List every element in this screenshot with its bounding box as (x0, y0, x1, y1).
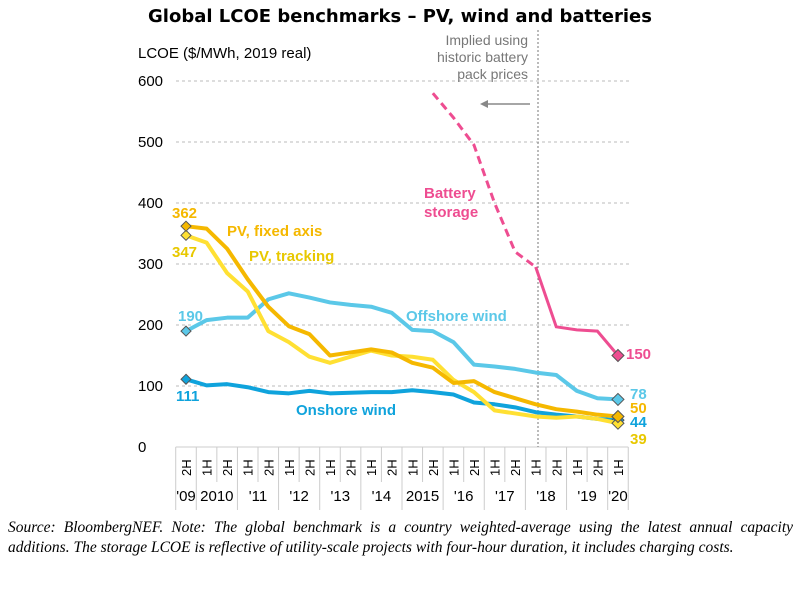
x-tick-label: 1H (446, 459, 461, 476)
series-label: PV, tracking (249, 248, 334, 265)
y-tick-label: 300 (138, 256, 163, 273)
start-value-label: 362 (172, 205, 197, 222)
x-year-label: '20 (608, 488, 628, 505)
x-year-label: '11 (249, 488, 267, 505)
x-year-label: '19 (577, 488, 597, 505)
x-tick-label: 1H (241, 459, 256, 476)
end-value-label: 150 (626, 346, 651, 363)
series-label: PV, fixed axis (227, 223, 322, 240)
x-year-label: '18 (536, 488, 556, 505)
series-label: Offshore wind (406, 308, 507, 325)
x-year-label: 2015 (406, 488, 439, 505)
start-value-label: 111 (176, 388, 199, 405)
battery-dashed-line (431, 92, 537, 269)
series-line (185, 377, 619, 423)
x-year-label: '09 (176, 488, 196, 505)
series-line (185, 224, 619, 419)
x-year-label: '13 (330, 488, 350, 505)
end-value-label: 50 (630, 400, 647, 417)
y-axis-label: LCOE ($/MWh, 2019 real) (138, 45, 311, 62)
x-tick-label: 2H (426, 459, 441, 476)
x-tick-label: 1H (529, 459, 544, 476)
x-tick-label: 1H (611, 459, 626, 476)
x-year-label: 2010 (200, 488, 233, 505)
end-value-label: 44 (630, 414, 647, 431)
series-label: storage (424, 204, 478, 221)
annotation-arrow-head (480, 100, 488, 108)
lcoe-line-chart: LCOE ($/MWh, 2019 real) 0 100 200 300 400 500 6… (138, 30, 651, 510)
start-marker (180, 373, 192, 385)
x-year-label: '16 (454, 488, 474, 505)
x-tick-label: 1H (323, 459, 338, 476)
start-marker (180, 325, 192, 337)
y-tick-label: 600 (138, 73, 163, 90)
x-tick-label: 1H (570, 459, 585, 476)
x-tick-label: 2H (261, 459, 276, 476)
series-label: Battery (424, 185, 476, 202)
series-label: Onshore wind (296, 402, 396, 419)
y-tick-label: 200 (138, 317, 163, 334)
end-marker (611, 416, 625, 430)
start-value-label: 190 (178, 308, 203, 325)
y-tick-label: 400 (138, 195, 163, 212)
x-year-label: '12 (289, 488, 309, 505)
end-value-label: 78 (630, 386, 647, 403)
chart-title: Global LCOE benchmarks – PV, wind and ba… (148, 6, 652, 27)
y-tick-label: 500 (138, 134, 163, 151)
x-tick-label: 1H (488, 459, 503, 476)
end-marker (611, 392, 625, 407)
x-tick-label: 2H (508, 459, 523, 476)
start-value-label: 347 (172, 244, 197, 261)
x-tick-label: 1H (364, 459, 379, 476)
y-tick-label: 0 (138, 439, 146, 456)
start-marker (180, 220, 192, 232)
end-marker (611, 348, 625, 363)
x-year-label: '17 (495, 488, 515, 505)
x-tick-label: 1H (200, 459, 215, 476)
x-year-label: '14 (372, 488, 392, 505)
annotation-text: Implied using (446, 32, 529, 48)
series-line (185, 291, 619, 402)
source-note: Source: BloombergNEF. Note: The global b… (8, 519, 793, 556)
start-marker (180, 229, 192, 242)
x-tick-label: 2H (220, 459, 235, 476)
x-tick-label: 2H (590, 459, 605, 476)
end-value-label: 39 (630, 431, 647, 448)
annotation-text: pack prices (457, 66, 528, 82)
x-tick-label: 2H (344, 459, 359, 476)
x-tick-label: 2H (467, 459, 482, 476)
x-tick-label: 1H (405, 459, 420, 476)
x-tick-label: 2H (549, 459, 564, 476)
x-tick-label: 2H (385, 459, 400, 476)
x-tick-label: 1H (282, 459, 297, 476)
battery-solid-line (534, 266, 620, 357)
x-tick-label: 2H (179, 459, 194, 476)
annotation-text: historic battery (437, 49, 528, 65)
y-tick-label: 100 (138, 378, 163, 395)
end-marker (611, 409, 625, 424)
x-tick-label: 2H (302, 459, 317, 476)
